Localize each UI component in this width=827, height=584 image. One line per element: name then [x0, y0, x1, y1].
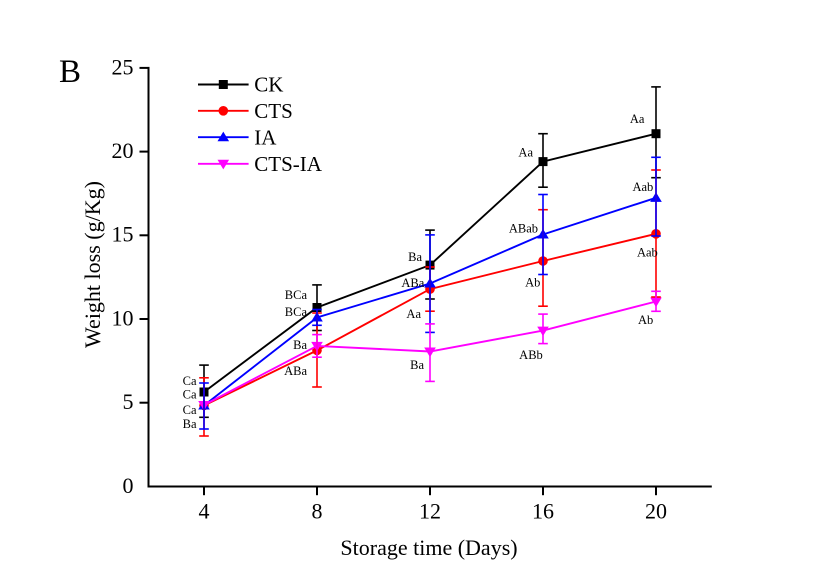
svg-text:B: B: [59, 54, 81, 90]
svg-text:5: 5: [123, 389, 134, 414]
svg-text:CTS: CTS: [254, 99, 293, 123]
svg-text:15: 15: [112, 222, 134, 247]
svg-text:Ba: Ba: [183, 417, 197, 431]
svg-text:25: 25: [112, 54, 134, 79]
svg-text:Weight loss (g/Kg): Weight loss (g/Kg): [80, 181, 105, 348]
svg-text:Ab: Ab: [638, 313, 653, 327]
svg-text:Aa: Aa: [630, 112, 645, 126]
svg-text:BCa: BCa: [285, 305, 308, 319]
svg-text:ABab: ABab: [509, 221, 538, 235]
svg-text:Ca: Ca: [183, 403, 197, 417]
svg-text:20: 20: [112, 138, 134, 163]
svg-text:CK: CK: [254, 73, 283, 97]
svg-text:Ba: Ba: [408, 250, 422, 264]
svg-text:Ba: Ba: [293, 338, 307, 352]
svg-text:ABb: ABb: [519, 348, 543, 362]
svg-text:0: 0: [123, 473, 134, 498]
svg-text:Ba: Ba: [410, 358, 424, 372]
svg-text:Storage time (Days): Storage time (Days): [340, 535, 517, 560]
svg-text:CTS-IA: CTS-IA: [254, 152, 322, 176]
svg-text:ABa: ABa: [284, 364, 307, 378]
svg-text:Ca: Ca: [183, 374, 197, 388]
svg-text:Ab: Ab: [525, 275, 540, 289]
svg-text:10: 10: [112, 305, 134, 330]
svg-text:16: 16: [532, 499, 554, 524]
svg-text:Aab: Aab: [632, 180, 653, 194]
svg-text:IA: IA: [254, 125, 277, 149]
svg-text:12: 12: [419, 499, 441, 524]
svg-text:Aab: Aab: [637, 246, 658, 260]
svg-text:Aa: Aa: [518, 145, 533, 159]
svg-text:4: 4: [199, 499, 210, 524]
svg-text:BCa: BCa: [285, 288, 308, 302]
svg-text:ABa: ABa: [401, 276, 424, 290]
svg-text:Ca: Ca: [183, 388, 197, 402]
svg-text:Aa: Aa: [406, 307, 421, 321]
svg-text:8: 8: [312, 499, 323, 524]
svg-text:20: 20: [645, 499, 667, 524]
